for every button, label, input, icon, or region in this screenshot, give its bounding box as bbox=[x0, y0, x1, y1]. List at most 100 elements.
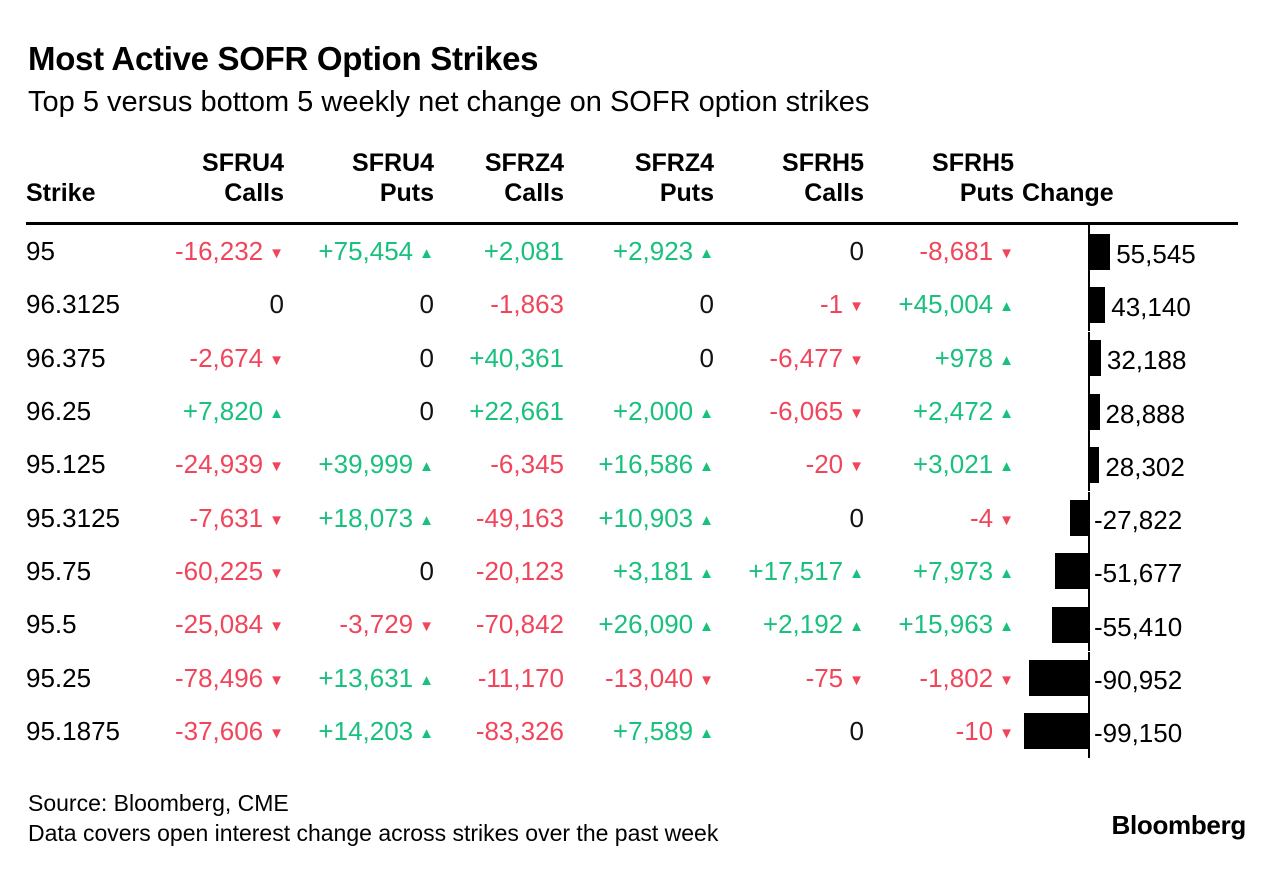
change-axis-line bbox=[1088, 544, 1090, 598]
change-cell: -27,822 bbox=[1018, 491, 1238, 545]
triangle-down-icon: ▼ bbox=[999, 245, 1014, 263]
triangle-up-icon: ▲ bbox=[699, 564, 714, 582]
change-bar-wrap: 28,302 bbox=[1018, 438, 1238, 492]
value-cell: -16,232 ▼ bbox=[152, 224, 288, 279]
change-axis-line bbox=[1088, 278, 1090, 332]
triangle-down-icon: ▼ bbox=[269, 351, 284, 369]
col-header-sfru4-puts: SFRU4 Puts bbox=[352, 149, 434, 207]
change-bar bbox=[1088, 446, 1100, 483]
value-cell: -20,123 bbox=[438, 545, 568, 598]
value-cell: 0 bbox=[288, 545, 438, 598]
strike-cell: 95.25 bbox=[26, 662, 92, 693]
value-text: -25,084 bbox=[174, 609, 264, 640]
value-cell: +7,820 ▲ bbox=[152, 385, 288, 438]
value-text: +10,903 bbox=[598, 502, 694, 533]
col-header-sfrz4-calls: SFRZ4 Calls bbox=[484, 149, 564, 207]
header-row: Strike SFRU4 Calls SFRU4 Puts SFRZ4 Call… bbox=[26, 148, 1238, 224]
change-axis-line bbox=[1088, 225, 1090, 279]
strike-cell: 95.5 bbox=[26, 609, 77, 640]
change-axis-line bbox=[1088, 438, 1090, 492]
value-cell: -37,606 ▼ bbox=[152, 705, 288, 758]
value-text: -7,631 bbox=[189, 502, 264, 533]
value-cell: -75 ▼ bbox=[718, 651, 868, 704]
value-text: +18,073 bbox=[318, 502, 414, 533]
value-cell: +17,517 ▲ bbox=[718, 545, 868, 598]
change-bar-wrap: -55,410 bbox=[1018, 598, 1238, 652]
triangle-down-icon: ▼ bbox=[849, 298, 864, 316]
value-text: 0 bbox=[849, 236, 864, 267]
strike-cell: 95.3125 bbox=[26, 502, 120, 533]
value-cell: 0 bbox=[568, 278, 718, 331]
col-header-sfru4-calls: SFRU4 Calls bbox=[202, 149, 284, 207]
value-cell: -1,802 ▼ bbox=[868, 651, 1018, 704]
triangle-up-icon: ▲ bbox=[999, 405, 1014, 423]
change-bar-wrap: -51,677 bbox=[1018, 544, 1238, 598]
triangle-up-icon: ▲ bbox=[699, 618, 714, 636]
value-text: +978 bbox=[934, 342, 994, 373]
change-bar-wrap: -27,822 bbox=[1018, 491, 1238, 545]
value-cell: -3,729 ▼ bbox=[288, 598, 438, 651]
change-cell: -90,952 bbox=[1018, 651, 1238, 705]
value-text: -83,326 bbox=[475, 715, 564, 746]
change-cell: -51,677 bbox=[1018, 544, 1238, 598]
value-text: -20 bbox=[805, 449, 844, 480]
value-text: +2,472 bbox=[912, 396, 994, 427]
change-bar bbox=[1024, 713, 1088, 750]
change-value-label: 28,302 bbox=[1105, 451, 1185, 482]
table-row: 95 -16,232 ▼ +75,454 ▲ +2,081 +2,923 ▲ 0 -8,681 ▼ 5… bbox=[26, 224, 1238, 279]
value-text: -3,729 bbox=[339, 609, 414, 640]
value-cell: 0 bbox=[288, 332, 438, 385]
source-line: Source: Bloomberg, CME bbox=[28, 790, 289, 816]
value-cell: +2,192 ▲ bbox=[718, 598, 868, 651]
chart-title: Most Active SOFR Option Strikes bbox=[28, 40, 539, 77]
value-text: +75,454 bbox=[318, 236, 414, 267]
table-row: 95.75 -60,225 ▼ 0 -20,123 +3,181 ▲ +17,517 ▲ +7,9… bbox=[26, 544, 1238, 598]
change-value-label: 43,140 bbox=[1111, 291, 1191, 322]
triangle-up-icon: ▲ bbox=[269, 405, 284, 423]
value-text: +7,973 bbox=[912, 555, 994, 586]
change-bar-wrap: 28,888 bbox=[1018, 385, 1238, 439]
triangle-down-icon: ▼ bbox=[999, 511, 1014, 529]
value-cell: -6,065 ▼ bbox=[718, 385, 868, 438]
change-cell: 43,140 bbox=[1018, 278, 1238, 332]
value-cell: 0 bbox=[718, 491, 868, 544]
chart-subtitle: Top 5 versus bottom 5 weekly net change … bbox=[28, 86, 870, 118]
triangle-down-icon: ▼ bbox=[269, 245, 284, 263]
value-text: +17,517 bbox=[748, 555, 844, 586]
triangle-down-icon: ▼ bbox=[999, 671, 1014, 689]
value-cell: +26,090 ▲ bbox=[568, 598, 718, 651]
value-text: 0 bbox=[699, 342, 714, 373]
value-text: +13,631 bbox=[318, 662, 414, 693]
strike-cell: 95.125 bbox=[26, 449, 106, 480]
value-cell: -78,496 ▼ bbox=[152, 651, 288, 704]
value-cell: -1 ▼ bbox=[718, 278, 868, 331]
triangle-down-icon: ▼ bbox=[269, 511, 284, 529]
value-cell: -20 ▼ bbox=[718, 438, 868, 491]
change-bar-wrap: 43,140 bbox=[1018, 278, 1238, 332]
value-cell: +2,472 ▲ bbox=[868, 385, 1018, 438]
value-text: 0 bbox=[419, 555, 434, 586]
triangle-up-icon: ▲ bbox=[419, 671, 434, 689]
value-cell: +13,631 ▲ bbox=[288, 651, 438, 704]
value-text: +2,192 bbox=[762, 609, 844, 640]
value-cell: +14,203 ▲ bbox=[288, 705, 438, 758]
value-text: -49,163 bbox=[475, 502, 564, 533]
triangle-up-icon: ▲ bbox=[999, 351, 1014, 369]
value-text: +40,361 bbox=[469, 342, 564, 373]
value-cell: -1,863 bbox=[438, 278, 568, 331]
triangle-down-icon: ▼ bbox=[269, 671, 284, 689]
value-text: -24,939 bbox=[174, 449, 264, 480]
change-bar bbox=[1088, 340, 1101, 377]
change-bar-wrap: 55,545 bbox=[1018, 225, 1238, 279]
triangle-down-icon: ▼ bbox=[419, 618, 434, 636]
value-cell: +2,000 ▲ bbox=[568, 385, 718, 438]
change-bar bbox=[1088, 286, 1106, 323]
value-cell: +39,999 ▲ bbox=[288, 438, 438, 491]
change-cell: -99,150 bbox=[1018, 704, 1238, 758]
change-axis-line bbox=[1088, 491, 1090, 545]
triangle-down-icon: ▼ bbox=[849, 671, 864, 689]
data-note-line: Data covers open interest change across … bbox=[28, 820, 719, 846]
triangle-up-icon: ▲ bbox=[699, 724, 714, 742]
value-text: -16,232 bbox=[174, 236, 264, 267]
col-header-strike: Strike bbox=[26, 179, 96, 207]
